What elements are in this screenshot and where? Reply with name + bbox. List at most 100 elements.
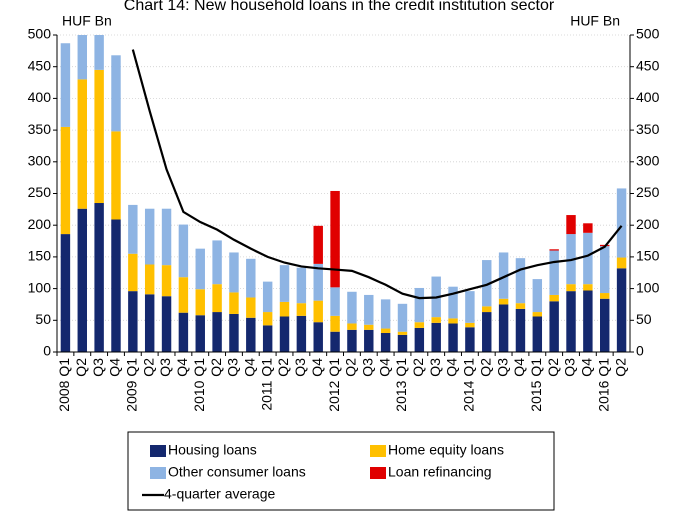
y-tick-label: 250 (28, 184, 52, 200)
bar-segment (178, 312, 189, 352)
y2-tick-label: 250 (636, 184, 660, 200)
y-tick-label: 150 (28, 248, 52, 264)
bar-segment (532, 316, 543, 352)
bar-segment (498, 252, 509, 299)
y2-tick-label: 150 (636, 248, 660, 264)
legend-swatch (370, 467, 386, 479)
bar-segment (482, 306, 492, 313)
bar-segment (347, 323, 357, 330)
bar-segment (364, 329, 374, 352)
y2-tick-label: 300 (636, 153, 660, 169)
y2-tick-label: 0 (636, 343, 644, 359)
bar-segment (212, 312, 222, 352)
bar-segment (77, 79, 87, 209)
bar-segment (566, 215, 576, 235)
bar-segment (296, 303, 307, 316)
legend: Housing loans Home equity loans Other cons… (142, 442, 504, 502)
y-tick-label: 500 (28, 26, 52, 42)
legend-swatch (370, 445, 386, 457)
bar-segment (600, 246, 610, 294)
bar-segment (212, 284, 222, 313)
bar-segment (330, 315, 340, 332)
bar-segment (414, 327, 425, 352)
bar-segment (397, 303, 408, 332)
bar-segment (465, 291, 475, 323)
x-tick-label: Q4 (376, 358, 392, 377)
bar-segment (549, 301, 559, 352)
bar-segment (195, 248, 205, 290)
bar-segment (616, 188, 627, 258)
axes: 0 50 100 150 200 250 300 350 400 450 500 0 50 100 150 2… (28, 26, 660, 412)
x-tick-label: Q4 (579, 358, 595, 377)
bar-segment (229, 313, 239, 352)
bars (60, 35, 627, 352)
bar-segment (448, 323, 458, 352)
y2-tick-label: 350 (636, 121, 660, 137)
bar-segment (195, 315, 205, 352)
bar-segment (600, 298, 610, 352)
y2-tick-label: 500 (636, 26, 660, 42)
x-tick-label: 2008 Q1 (56, 358, 72, 412)
y2-tick-label: 450 (636, 57, 660, 73)
y2-axis-label: HUF Bn (570, 13, 620, 29)
x-tick-label: Q4 (107, 358, 123, 377)
bar-segment (583, 223, 593, 233)
bar-segment (161, 265, 172, 297)
legend-swatch (150, 445, 166, 457)
bar-segment (566, 284, 576, 292)
bar-segment (262, 281, 273, 313)
bar-segment (229, 252, 239, 293)
bar-segment (330, 331, 340, 352)
bar-segment (111, 131, 121, 220)
x-tick-label: Q3 (359, 358, 375, 377)
y-tick-label: 50 (35, 311, 51, 327)
legend-swatch (150, 467, 166, 479)
bar-segment (279, 265, 290, 302)
x-tick-label: Q2 (477, 358, 493, 377)
bar-segment (246, 297, 256, 318)
x-tick-label: 2009 Q1 (124, 358, 140, 412)
bar-segment (60, 126, 71, 235)
bar-segment (229, 292, 239, 314)
bar-segment (380, 328, 391, 333)
bar-segment (431, 317, 441, 323)
bar-segment (364, 294, 374, 325)
bar-segment (448, 318, 458, 324)
bar-segment (262, 312, 273, 326)
x-tick-label: 2011 Q1 (258, 358, 274, 411)
bar-segment (94, 203, 104, 352)
bar-segment (583, 284, 593, 291)
bar-segment (532, 279, 543, 313)
bar-segment (111, 219, 121, 352)
bar-segment (397, 331, 408, 335)
bar-segment (448, 286, 458, 319)
bar-segment (364, 324, 374, 330)
y-tick-label: 350 (28, 121, 52, 137)
x-tick-label: Q3 (427, 358, 443, 377)
bar-segment (246, 258, 256, 298)
bar-segment (313, 263, 323, 301)
y-tick-label: 400 (28, 89, 52, 105)
y-tick-label: 200 (28, 216, 52, 232)
bar-segment (583, 290, 593, 352)
bar-segment (566, 291, 576, 352)
bar-segment (279, 316, 290, 352)
bar-segment (616, 257, 627, 269)
bar-segment (498, 304, 509, 352)
bar-segment (94, 69, 104, 204)
bar-segment (128, 204, 138, 254)
x-tick-label: Q4 (444, 358, 460, 377)
y2-tick-label: 50 (636, 311, 652, 327)
bar-segment (465, 322, 475, 328)
x-tick-label: 2012 Q1 (326, 358, 342, 412)
bar-segment (482, 260, 492, 307)
x-tick-label: Q2 (410, 358, 426, 377)
x-tick-label: Q4 (174, 358, 190, 377)
x-tick-label: Q3 (292, 358, 308, 377)
legend-label: Housing loans (168, 442, 257, 458)
x-tick-label: Q3 (494, 358, 510, 377)
bar-segment (347, 291, 357, 324)
bar-segment (397, 334, 408, 352)
x-tick-label: Q3 (157, 358, 173, 377)
bar-segment (246, 317, 256, 352)
